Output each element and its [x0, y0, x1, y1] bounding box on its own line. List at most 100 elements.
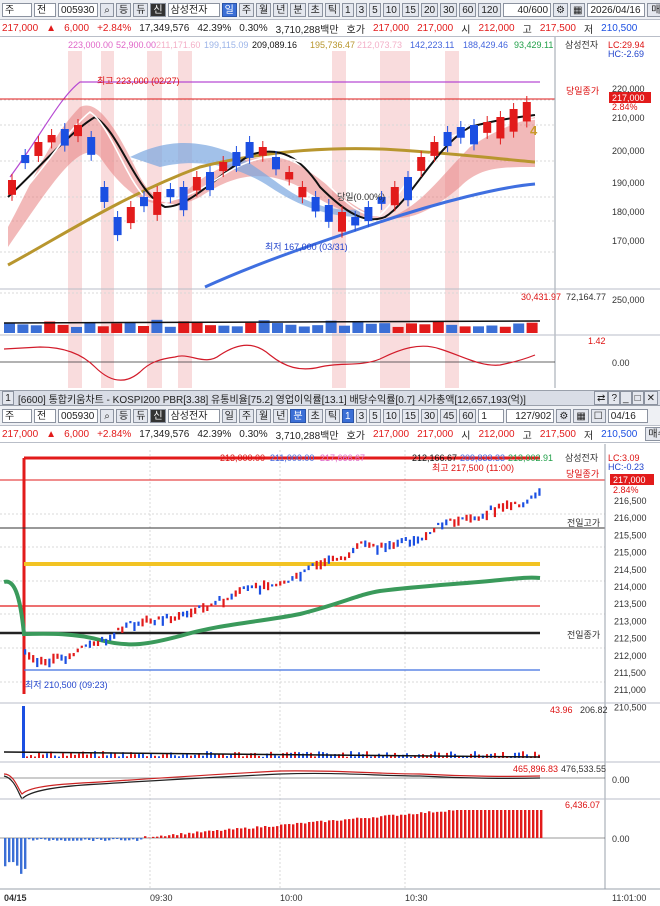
minute-volume-bar [70, 752, 72, 758]
interval-120[interactable]: 120 [478, 2, 502, 17]
mode-select[interactable]: 주 [2, 2, 32, 17]
exchange-select[interactable]: 전 [34, 2, 56, 17]
period-year[interactable]: 년 [273, 2, 289, 17]
minute-candle [44, 658, 47, 666]
b-interval-10[interactable]: 10 [382, 408, 400, 423]
window-help-icon[interactable]: ? [608, 391, 620, 405]
candles [8, 96, 531, 242]
b-legend-value-5: 209,833.33 [460, 453, 505, 463]
tool-icon[interactable]: ⚙ [553, 2, 568, 17]
minute-candle [60, 654, 63, 661]
candle-body [285, 172, 294, 180]
volume-bar [151, 319, 163, 333]
price-axis-labels: 220,000 210,000 200,000 190,000 180,000 … [612, 84, 645, 246]
current-price: 217,000 [2, 22, 39, 34]
b-interval-value[interactable]: 1 [478, 408, 505, 423]
minute-candle [376, 545, 379, 555]
b-period-day[interactable]: 일 [221, 408, 237, 423]
candle-body [179, 187, 188, 211]
b-period-second[interactable]: 초 [307, 408, 323, 423]
minute-volume-bar [202, 755, 204, 758]
b-legend-value-6: 213,002.91 [508, 453, 553, 463]
interval-1[interactable]: 1 [342, 2, 354, 17]
minute-chart[interactable]: 최고 217,500 (11:00) 최저 210,500 (09:23) 21… [0, 444, 660, 906]
minute-volume-bar [370, 756, 372, 758]
date-input[interactable]: 2026/04/16 [587, 2, 646, 17]
grid-icon[interactable]: ▦ [570, 2, 586, 17]
time-axis-panel [0, 889, 660, 906]
b-period-month[interactable]: 월 [256, 408, 272, 423]
b-search-icon[interactable]: ⌕ [100, 408, 114, 423]
window-maximize-icon[interactable]: □ [631, 391, 644, 405]
buy-button[interactable]: 매수 [647, 2, 660, 17]
period-month[interactable]: 월 [256, 2, 272, 17]
b-interval-15[interactable]: 15 [401, 408, 419, 423]
b-interval-1[interactable]: 1 [342, 408, 354, 423]
b-current-price-tag [610, 474, 654, 485]
period-week[interactable]: 주 [238, 2, 255, 17]
b-period-week[interactable]: 주 [238, 408, 255, 423]
ind2-bar [532, 810, 535, 838]
window-titlebar[interactable]: 1 [6600] 통합키움차트 - KOSPI200 PBR[3.38] 유통비… [0, 390, 660, 406]
interval-10[interactable]: 10 [382, 2, 400, 17]
interval-60[interactable]: 60 [459, 2, 477, 17]
window-minimize-icon[interactable]: _ [620, 391, 632, 405]
news-button[interactable]: 듀 [133, 2, 149, 17]
b-period-year[interactable]: 년 [273, 408, 289, 423]
minute-candle [56, 653, 59, 659]
b-interval-5[interactable]: 5 [369, 408, 381, 423]
candle-body [351, 217, 360, 226]
b-interval-30[interactable]: 30 [420, 408, 439, 423]
interval-30[interactable]: 30 [440, 2, 458, 17]
b-exchange-select[interactable]: 전 [34, 408, 56, 423]
candle-body [417, 157, 426, 171]
register-button[interactable]: 등 [116, 2, 132, 17]
b-date-input[interactable]: 04/16 [607, 408, 648, 423]
interval-20[interactable]: 20 [420, 2, 439, 17]
b-interval-45[interactable]: 45 [440, 408, 458, 423]
minute-candle [343, 556, 347, 561]
b-register-button[interactable]: 등 [116, 408, 132, 423]
ind2-bar [20, 838, 23, 874]
b-news-button[interactable]: 듀 [133, 408, 149, 423]
b-buy-button[interactable]: 매수 [645, 427, 660, 441]
b-period-minute[interactable]: 분 [290, 408, 306, 423]
count-display[interactable]: 40/600 [503, 2, 552, 17]
period-second[interactable]: 초 [307, 2, 323, 17]
credit-button[interactable]: 신 [150, 2, 166, 17]
period-tick[interactable]: 틱 [324, 2, 341, 17]
search-icon[interactable]: ⌕ [100, 2, 114, 17]
interval-5[interactable]: 5 [369, 2, 381, 17]
ind2-bar [28, 838, 31, 840]
weekly-chart[interactable]: 최고 223,000 (02/27) 최저 167,000 (03/31) 당일… [0, 37, 660, 388]
b-period-tick[interactable]: 틱 [324, 408, 341, 423]
minute-candle [36, 657, 39, 668]
b-count-display[interactable]: 127/902 [506, 408, 555, 423]
b-grid-icon[interactable]: ▦ [573, 408, 589, 423]
b-toggle-icon[interactable]: ☐ [590, 408, 606, 423]
b-interval-3[interactable]: 3 [355, 408, 368, 423]
b-code-input[interactable]: 005930 [58, 408, 98, 423]
b-mode-select[interactable]: 주 [2, 408, 32, 423]
ind1-line-black [3, 772, 541, 801]
ind2-bar [124, 838, 127, 841]
window-link-icon[interactable]: ⇄ [594, 391, 609, 405]
interval-3[interactable]: 3 [355, 2, 368, 17]
minute-candle [117, 627, 120, 631]
minute-volume-bar [150, 752, 152, 758]
b-interval-60[interactable]: 60 [459, 408, 477, 423]
period-minute[interactable]: 분 [290, 2, 306, 17]
window-close-icon[interactable]: ✕ [643, 391, 658, 405]
candle-body [245, 142, 254, 158]
minute-volume-bar [346, 756, 348, 758]
ind2-bar [252, 828, 255, 838]
minute-volume-bar [210, 752, 212, 758]
volume-bar [379, 323, 391, 333]
b-tool-icon[interactable]: ⚙ [556, 408, 572, 423]
minute-candle [218, 595, 221, 601]
code-input[interactable]: 005930 [58, 2, 98, 17]
b-credit-button[interactable]: 신 [150, 408, 166, 423]
minute-volume-bar [494, 753, 496, 758]
period-day[interactable]: 일 [221, 2, 237, 17]
interval-15[interactable]: 15 [401, 2, 419, 17]
